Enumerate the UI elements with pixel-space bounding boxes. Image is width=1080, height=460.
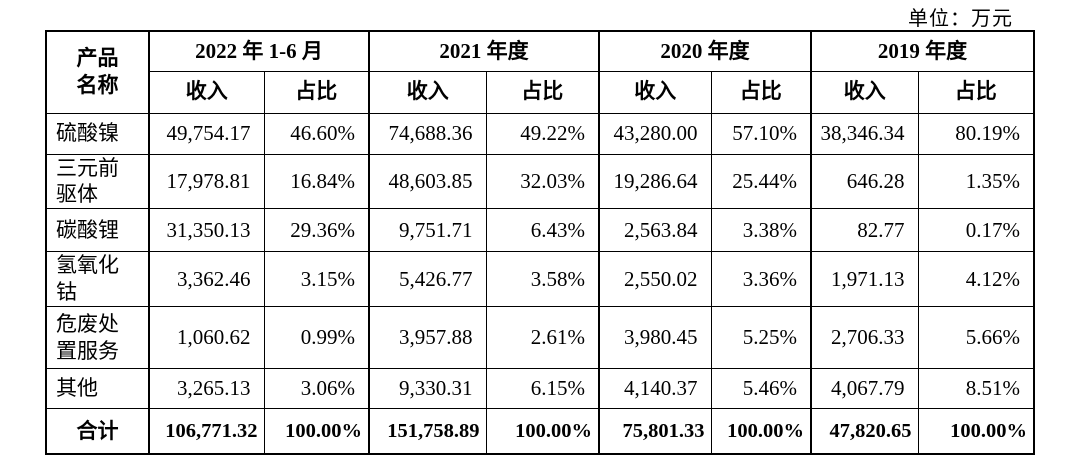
- period-header-2020: 2020 年度: [598, 30, 812, 72]
- table-row: 氢氧化 钴 3,362.46 3.15% 5,426.77 3.58% 2,55…: [45, 251, 1035, 308]
- share-cell: 3.36%: [710, 251, 812, 308]
- share-header: 占比: [485, 70, 600, 114]
- share-cell: 16.84%: [263, 153, 370, 210]
- revenue-cell: 2,563.84: [598, 208, 712, 253]
- table-row: 三元前 驱体 17,978.81 16.84% 48,603.85 32.03%…: [45, 153, 1035, 210]
- revenue-cell: 43,280.00: [598, 112, 712, 155]
- revenue-cell: 3,362.46: [148, 251, 265, 308]
- unit-label: 单位：万元: [908, 8, 1013, 30]
- period-header-2021: 2021 年度: [368, 30, 600, 72]
- revenue-cell: 1,060.62: [148, 306, 265, 370]
- product-cell: 危废处 置服务: [45, 306, 150, 370]
- revenue-cell: 82.77: [810, 208, 919, 253]
- share-header: 占比: [710, 70, 812, 114]
- share-cell: 2.61%: [485, 306, 600, 370]
- total-revenue-cell: 47,820.65: [810, 408, 919, 455]
- revenue-cell: 2,550.02: [598, 251, 712, 308]
- revenue-cell: 48,603.85: [368, 153, 487, 210]
- period-header-2022h1: 2022 年 1-6 月: [148, 30, 370, 72]
- period-header-2019: 2019 年度: [810, 30, 1035, 72]
- revenue-header: 收入: [810, 70, 919, 114]
- share-cell: 25.44%: [710, 153, 812, 210]
- revenue-cell: 4,140.37: [598, 368, 712, 410]
- revenue-header: 收入: [148, 70, 265, 114]
- share-cell: 5.66%: [917, 306, 1035, 370]
- total-label-cell: 合计: [45, 408, 150, 455]
- revenue-cell: 74,688.36: [368, 112, 487, 155]
- total-share-cell: 100.00%: [710, 408, 812, 455]
- revenue-cell: 38,346.34: [810, 112, 919, 155]
- share-cell: 6.15%: [485, 368, 600, 410]
- share-cell: 3.15%: [263, 251, 370, 308]
- table-header-row-periods: 产品 名称 2022 年 1-6 月 2021 年度 2020 年度 2019 …: [45, 30, 1035, 114]
- share-cell: 29.36%: [263, 208, 370, 253]
- product-cell: 硫酸镍: [45, 112, 150, 155]
- product-cell: 其他: [45, 368, 150, 410]
- revenue-cell: 2,706.33: [810, 306, 919, 370]
- share-cell: 57.10%: [710, 112, 812, 155]
- table-row: 硫酸镍 49,754.17 46.60% 74,688.36 49.22% 43…: [45, 112, 1035, 155]
- revenue-cell: 49,754.17: [148, 112, 265, 155]
- table-row: 其他 3,265.13 3.06% 9,330.31 6.15% 4,140.3…: [45, 368, 1035, 410]
- share-cell: 5.25%: [710, 306, 812, 370]
- revenue-header: 收入: [368, 70, 487, 114]
- share-cell: 80.19%: [917, 112, 1035, 155]
- revenue-cell: 3,980.45: [598, 306, 712, 370]
- share-cell: 0.17%: [917, 208, 1035, 253]
- share-cell: 3.06%: [263, 368, 370, 410]
- share-cell: 0.99%: [263, 306, 370, 370]
- share-cell: 1.35%: [917, 153, 1035, 210]
- table-header-row-metrics: 收入 占比 收入 占比 收入 占比 收入 占比: [46, 70, 1035, 114]
- table-row: 碳酸锂 31,350.13 29.36% 9,751.71 6.43% 2,56…: [45, 208, 1035, 253]
- revenue-cell: 9,751.71: [368, 208, 487, 253]
- revenue-cell: 17,978.81: [148, 153, 265, 210]
- revenue-cell: 5,426.77: [368, 251, 487, 308]
- total-revenue-cell: 151,758.89: [368, 408, 487, 455]
- revenue-cell: 19,286.64: [598, 153, 712, 210]
- share-cell: 3.58%: [485, 251, 600, 308]
- total-share-cell: 100.00%: [263, 408, 370, 455]
- total-revenue-cell: 75,801.33: [598, 408, 712, 455]
- total-revenue-cell: 106,771.32: [148, 408, 265, 455]
- share-cell: 32.03%: [485, 153, 600, 210]
- table-total-row: 合计 106,771.32 100.00% 151,758.89 100.00%…: [45, 408, 1035, 455]
- revenue-header: 收入: [598, 70, 712, 114]
- revenue-cell: 4,067.79: [810, 368, 919, 410]
- total-share-cell: 100.00%: [485, 408, 600, 455]
- share-header: 占比: [263, 70, 370, 114]
- revenue-cell: 31,350.13: [148, 208, 265, 253]
- share-header: 占比: [917, 70, 1035, 114]
- total-share-cell: 100.00%: [917, 408, 1035, 455]
- table-row: 危废处 置服务 1,060.62 0.99% 3,957.88 2.61% 3,…: [45, 306, 1035, 370]
- product-name-header: 产品 名称: [45, 30, 150, 114]
- revenue-cell: 646.28: [810, 153, 919, 210]
- product-cell: 三元前 驱体: [45, 153, 150, 210]
- share-cell: 49.22%: [485, 112, 600, 155]
- revenue-cell: 3,265.13: [148, 368, 265, 410]
- share-cell: 46.60%: [263, 112, 370, 155]
- share-cell: 3.38%: [710, 208, 812, 253]
- revenue-cell: 9,330.31: [368, 368, 487, 410]
- revenue-cell: 1,971.13: [810, 251, 919, 308]
- product-cell: 氢氧化 钴: [45, 251, 150, 308]
- share-cell: 6.43%: [485, 208, 600, 253]
- product-cell: 碳酸锂: [45, 208, 150, 253]
- revenue-by-product-table: 产品 名称 2022 年 1-6 月 2021 年度 2020 年度 2019 …: [45, 30, 1035, 455]
- revenue-cell: 3,957.88: [368, 306, 487, 370]
- share-cell: 8.51%: [917, 368, 1035, 410]
- share-cell: 4.12%: [917, 251, 1035, 308]
- share-cell: 5.46%: [710, 368, 812, 410]
